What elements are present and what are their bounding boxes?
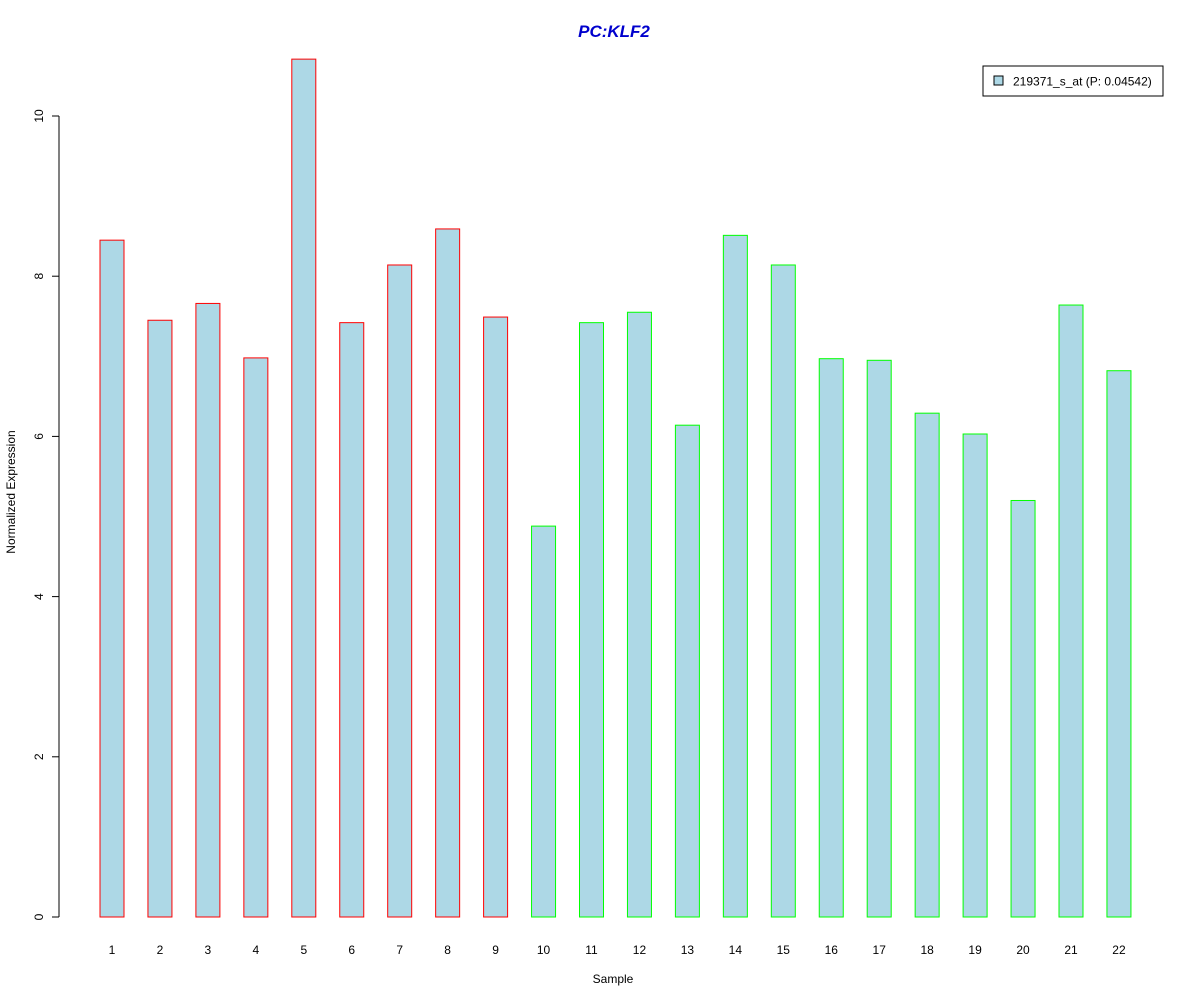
x-tick-label: 21 xyxy=(1064,943,1078,957)
bar-sample-9 xyxy=(483,316,509,918)
x-tick-label: 15 xyxy=(777,943,791,957)
bar-sample-14 xyxy=(722,234,748,918)
bar-sample-13 xyxy=(674,424,700,918)
legend-swatch xyxy=(993,75,1004,86)
legend-label: 219371_s_at (P: 0.04542) xyxy=(1013,75,1152,89)
bar-sample-7 xyxy=(387,264,413,918)
x-axis-title: Sample xyxy=(593,972,634,986)
bar-sample-15 xyxy=(770,264,796,918)
x-tick-label: 16 xyxy=(825,943,839,957)
bar-sample-21 xyxy=(1058,304,1084,918)
chart-title: PC:KLF2 xyxy=(578,22,650,41)
x-tick-label: 2 xyxy=(157,943,164,957)
y-tick-label: 0 xyxy=(32,913,46,920)
bar-sample-6 xyxy=(339,322,365,918)
bar-sample-3 xyxy=(195,302,221,918)
bar-sample-20 xyxy=(1010,499,1036,918)
x-tick-label: 6 xyxy=(348,943,355,957)
bars-group xyxy=(99,58,1132,918)
x-tick-label: 4 xyxy=(253,943,260,957)
bar-sample-2 xyxy=(147,319,173,918)
bar-sample-10 xyxy=(531,525,557,918)
x-tick-label: 10 xyxy=(537,943,551,957)
bar-sample-1 xyxy=(99,239,125,918)
bar-sample-16 xyxy=(818,358,844,918)
x-tick-label: 13 xyxy=(681,943,695,957)
y-tick-label: 8 xyxy=(32,273,46,280)
x-tick-label: 19 xyxy=(968,943,982,957)
bar-sample-22 xyxy=(1106,370,1132,918)
bar-sample-4 xyxy=(243,357,269,918)
x-tick-label: 11 xyxy=(585,943,598,957)
x-tick-label: 14 xyxy=(729,943,743,957)
y-axis: 0 2 4 6 8 10 xyxy=(32,109,60,920)
x-tick-label: 5 xyxy=(300,943,307,957)
x-tick-label: 17 xyxy=(873,943,887,957)
x-tick-labels: 1 2 3 4 5 6 7 8 9 10 11 12 13 14 15 16 17 18 19 20 21 22 xyxy=(109,943,1126,957)
bar-sample-11 xyxy=(579,322,604,918)
legend: 219371_s_at (P: 0.04542) xyxy=(982,65,1164,97)
y-tick-label: 10 xyxy=(32,109,46,123)
y-tick-label: 4 xyxy=(32,593,46,600)
legend-box xyxy=(982,65,1164,97)
y-axis-title: Normalized Expression xyxy=(4,430,18,553)
x-tick-label: 3 xyxy=(205,943,212,957)
x-tick-label: 9 xyxy=(492,943,499,957)
x-tick-label: 12 xyxy=(633,943,647,957)
bar-sample-12 xyxy=(626,311,652,918)
x-tick-label: 22 xyxy=(1112,943,1126,957)
bar-sample-19 xyxy=(962,433,988,918)
x-tick-label: 1 xyxy=(109,943,116,957)
bar-sample-5 xyxy=(291,58,317,918)
x-tick-label: 8 xyxy=(444,943,451,957)
bar-sample-18 xyxy=(914,412,940,918)
bar-sample-8 xyxy=(435,228,461,918)
y-tick-label: 6 xyxy=(32,433,46,440)
x-tick-label: 7 xyxy=(396,943,403,957)
x-tick-label: 18 xyxy=(920,943,934,957)
bar-sample-17 xyxy=(866,359,892,918)
y-tick-label: 2 xyxy=(32,753,46,760)
x-tick-label: 20 xyxy=(1016,943,1030,957)
